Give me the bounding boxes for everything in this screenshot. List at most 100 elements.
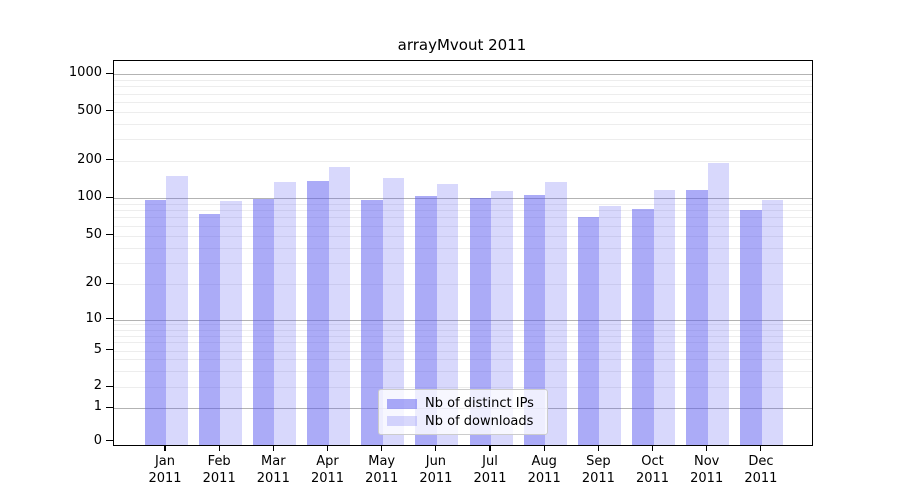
bar-dec-distinct-ips (740, 209, 762, 445)
x-tick-label-nov: Nov 2011 (675, 453, 739, 487)
gridline-minor (114, 123, 812, 125)
y-tick-mark (106, 234, 113, 236)
y-tick-mark (106, 440, 113, 442)
y-tick-label: 5 (93, 341, 102, 357)
x-tick-year: 2011 (635, 471, 670, 486)
x-tick-month: Mar (261, 454, 286, 469)
y-tick-mark (106, 349, 113, 351)
x-tick-month: Apr (316, 454, 339, 469)
bar-mar-downloads (274, 181, 296, 445)
x-tick-year: 2011 (365, 471, 399, 486)
gridline-minor (114, 86, 812, 88)
y-tick-mark (106, 159, 113, 161)
gridline-major (114, 319, 812, 321)
y-tick-label: 200 (77, 151, 102, 167)
y-tick-label: 10 (85, 310, 102, 326)
bar-apr-downloads (328, 167, 350, 445)
x-tick-label-jan: Jan 2011 (133, 453, 197, 487)
x-tick-label-sep: Sep 2011 (566, 453, 630, 487)
gridline-minor (114, 217, 812, 219)
y-tick-mark (106, 385, 113, 387)
legend-swatch (387, 398, 417, 409)
y-tick-label: 1000 (68, 65, 102, 81)
y-tick-label: 20 (85, 275, 102, 290)
bar-sep-downloads (599, 205, 621, 445)
x-tick-month: Nov (694, 454, 720, 469)
gridline-minor (114, 370, 812, 372)
bar-feb-downloads (220, 200, 242, 445)
x-tick-year: 2011 (310, 471, 345, 486)
x-tick-label-jun: Jun 2011 (404, 453, 468, 487)
x-tick-year: 2011 (744, 471, 778, 486)
bar-dec-downloads (761, 200, 784, 445)
bar-jul-distinct-ips (469, 198, 491, 445)
gridline-minor (114, 101, 812, 103)
x-tick-label-mar: Mar 2011 (241, 453, 305, 487)
y-tick-label: 500 (77, 102, 102, 118)
x-tick-mark (381, 445, 383, 451)
gridline-minor (114, 247, 812, 249)
x-tick-year: 2011 (419, 471, 453, 486)
y-tick-mark (106, 110, 113, 112)
bar-apr-distinct-ips (307, 181, 329, 445)
chart-title: arrayMvout 2011 (397, 36, 527, 54)
x-tick-mark (218, 445, 220, 451)
y-tick-mark (106, 318, 113, 320)
x-tick-month: Oct (641, 454, 664, 469)
gridline-minor (114, 350, 812, 352)
gridline-minor (114, 111, 812, 113)
bar-feb-distinct-ips (198, 213, 221, 445)
x-tick-label-jul: Jul 2011 (458, 453, 522, 487)
y-tick-label: 1 (93, 399, 102, 414)
x-tick-year: 2011 (527, 471, 561, 486)
x-tick-year: 2011 (581, 471, 615, 486)
gridline-major (114, 198, 812, 199)
x-tick-month: Dec (748, 454, 774, 469)
bar-nov-distinct-ips (686, 189, 708, 445)
gridline-minor (114, 324, 812, 326)
gridline-minor (114, 93, 812, 95)
bar-mar-distinct-ips (252, 199, 275, 445)
x-tick-mark (326, 445, 329, 451)
x-tick-month: Sep (586, 454, 611, 469)
y-tick-mark (106, 406, 113, 408)
legend: Nb of distinct IPs Nb of downloads (378, 389, 548, 435)
x-tick-mark (543, 445, 545, 451)
x-tick-mark (706, 445, 708, 451)
y-tick-label: 100 (77, 189, 102, 204)
x-tick-month: May (368, 454, 396, 469)
gridline-minor (114, 329, 812, 331)
gridline-minor (114, 138, 812, 140)
x-tick-month: Jul (482, 454, 498, 469)
x-tick-label-apr: Apr 2011 (296, 453, 360, 487)
x-tick-year: 2011 (202, 471, 236, 486)
x-tick-label-oct: Oct 2011 (621, 453, 685, 487)
x-tick-year: 2011 (256, 471, 290, 486)
bar-aug-downloads (545, 182, 567, 445)
gridline-minor (114, 235, 812, 237)
x-tick-label-feb: Feb 2011 (187, 453, 251, 487)
x-tick-month: Jun (425, 454, 447, 469)
gridline-minor (114, 203, 812, 205)
x-tick-month: Aug (531, 454, 557, 469)
bar-oct-downloads (653, 190, 675, 445)
gridline-minor (114, 284, 812, 285)
y-tick-label: 50 (85, 226, 102, 242)
x-tick-mark (651, 445, 654, 451)
gridline-minor (114, 387, 812, 388)
gridline-minor (114, 262, 812, 264)
gridline-major (114, 74, 812, 76)
bar-jan-downloads (166, 176, 188, 445)
x-tick-mark (597, 445, 599, 451)
gridline-minor (114, 160, 812, 162)
gridline-minor (114, 342, 812, 344)
x-tick-month: Feb (207, 454, 231, 469)
legend-swatch (387, 416, 417, 427)
gridline-minor (114, 335, 812, 337)
bar-jun-downloads (436, 184, 459, 445)
x-tick-year: 2011 (473, 471, 507, 486)
bar-may-distinct-ips (361, 200, 383, 445)
x-tick-month: Jan (154, 454, 176, 469)
bar-aug-distinct-ips (523, 195, 546, 445)
